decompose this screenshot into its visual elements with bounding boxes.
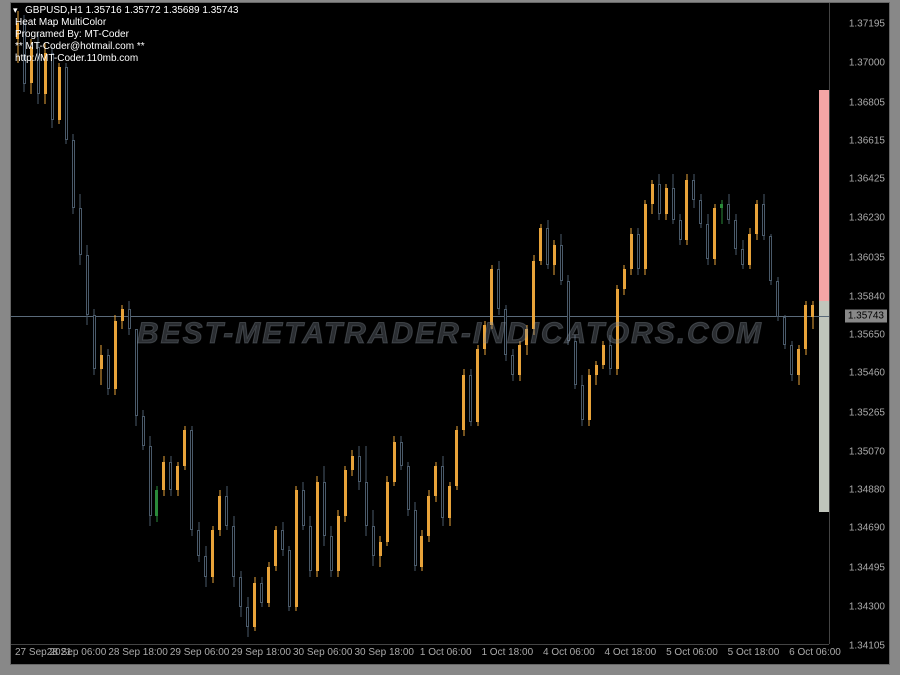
candle xyxy=(810,3,815,646)
y-tick-label: 1.36230 xyxy=(849,213,885,224)
candle xyxy=(106,3,111,646)
candle xyxy=(120,3,125,646)
heat-zone xyxy=(819,90,829,301)
candle xyxy=(796,3,801,646)
candle xyxy=(71,3,76,646)
candle xyxy=(15,3,20,646)
candle xyxy=(768,3,773,646)
y-tick-label: 1.36615 xyxy=(849,135,885,146)
x-tick-label: 29 Sep 06:00 xyxy=(170,647,230,658)
heat-zone xyxy=(819,301,829,512)
x-tick-label: 28 Sep 18:00 xyxy=(108,647,168,658)
y-tick-label: 1.37195 xyxy=(849,19,885,30)
candle xyxy=(57,3,62,646)
candle xyxy=(775,3,780,646)
candle xyxy=(43,3,48,646)
x-tick-label: 28 Sep 06:00 xyxy=(47,647,107,658)
y-tick-label: 1.35265 xyxy=(849,407,885,418)
y-tick-label: 1.36805 xyxy=(849,97,885,108)
x-tick-label: 4 Oct 06:00 xyxy=(543,647,595,658)
y-tick-label: 1.34300 xyxy=(849,601,885,612)
y-tick-label: 1.35650 xyxy=(849,330,885,341)
x-tick-label: 1 Oct 18:00 xyxy=(481,647,533,658)
y-tick-label: 1.34690 xyxy=(849,523,885,534)
x-tick-label: 30 Sep 18:00 xyxy=(354,647,414,658)
url-label: http://MT-Coder.110mb.com xyxy=(15,53,138,64)
x-tick-label: 6 Oct 06:00 xyxy=(789,647,841,658)
candle xyxy=(92,3,97,646)
y-tick-label: 1.35460 xyxy=(849,368,885,379)
x-tick-label: 1 Oct 06:00 xyxy=(420,647,472,658)
indicator-name: Heat Map MultiColor xyxy=(15,17,106,28)
y-tick-label: 1.36035 xyxy=(849,252,885,263)
candle xyxy=(99,3,104,646)
candle xyxy=(85,3,90,646)
candle xyxy=(789,3,794,646)
candle xyxy=(22,3,27,646)
watermark: BEST-METATRADER-INDICATORS.COM xyxy=(137,317,763,351)
y-tick-label: 1.35070 xyxy=(849,446,885,457)
candle xyxy=(78,3,83,646)
symbol-label: GBPUSD,H1 1.35716 1.35772 1.35689 1.3574… xyxy=(25,5,239,16)
candle xyxy=(127,3,132,646)
chart-container: 1.37195 1.37000 1.36805 1.36615 1.36425 1.362… xyxy=(0,0,900,675)
candle xyxy=(803,3,808,646)
candle xyxy=(113,3,118,646)
author-label: Programed By: MT-Coder xyxy=(15,29,129,40)
x-tick-label: 30 Sep 06:00 xyxy=(293,647,353,658)
y-tick-label: 1.34105 xyxy=(849,641,885,652)
y-tick-label: 1.34880 xyxy=(849,485,885,496)
x-axis: 27 Sep 202128 Sep 06:0028 Sep 18:0029 Se… xyxy=(11,644,829,664)
candle xyxy=(782,3,787,646)
x-tick-label: 5 Oct 18:00 xyxy=(728,647,780,658)
x-tick-label: 29 Sep 18:00 xyxy=(231,647,291,658)
x-tick-label: 5 Oct 06:00 xyxy=(666,647,718,658)
email-label: ** MT-Coder@hotmail.com ** xyxy=(15,41,145,52)
y-tick-label: 1.36425 xyxy=(849,174,885,185)
y-tick-label: 1.35840 xyxy=(849,291,885,302)
candle xyxy=(64,3,69,646)
candle xyxy=(36,3,41,646)
current-price-tag: 1.35743 xyxy=(845,310,887,323)
chart-menu-icon[interactable]: ▾ xyxy=(13,5,23,15)
candle xyxy=(29,3,34,646)
x-tick-label: 4 Oct 18:00 xyxy=(605,647,657,658)
candle xyxy=(50,3,55,646)
y-tick-label: 1.37000 xyxy=(849,58,885,69)
y-tick-label: 1.34495 xyxy=(849,562,885,573)
chart-window[interactable]: 1.37195 1.37000 1.36805 1.36615 1.36425 1.362… xyxy=(10,2,890,665)
y-axis: 1.37195 1.37000 1.36805 1.36615 1.36425 1.362… xyxy=(829,3,889,644)
